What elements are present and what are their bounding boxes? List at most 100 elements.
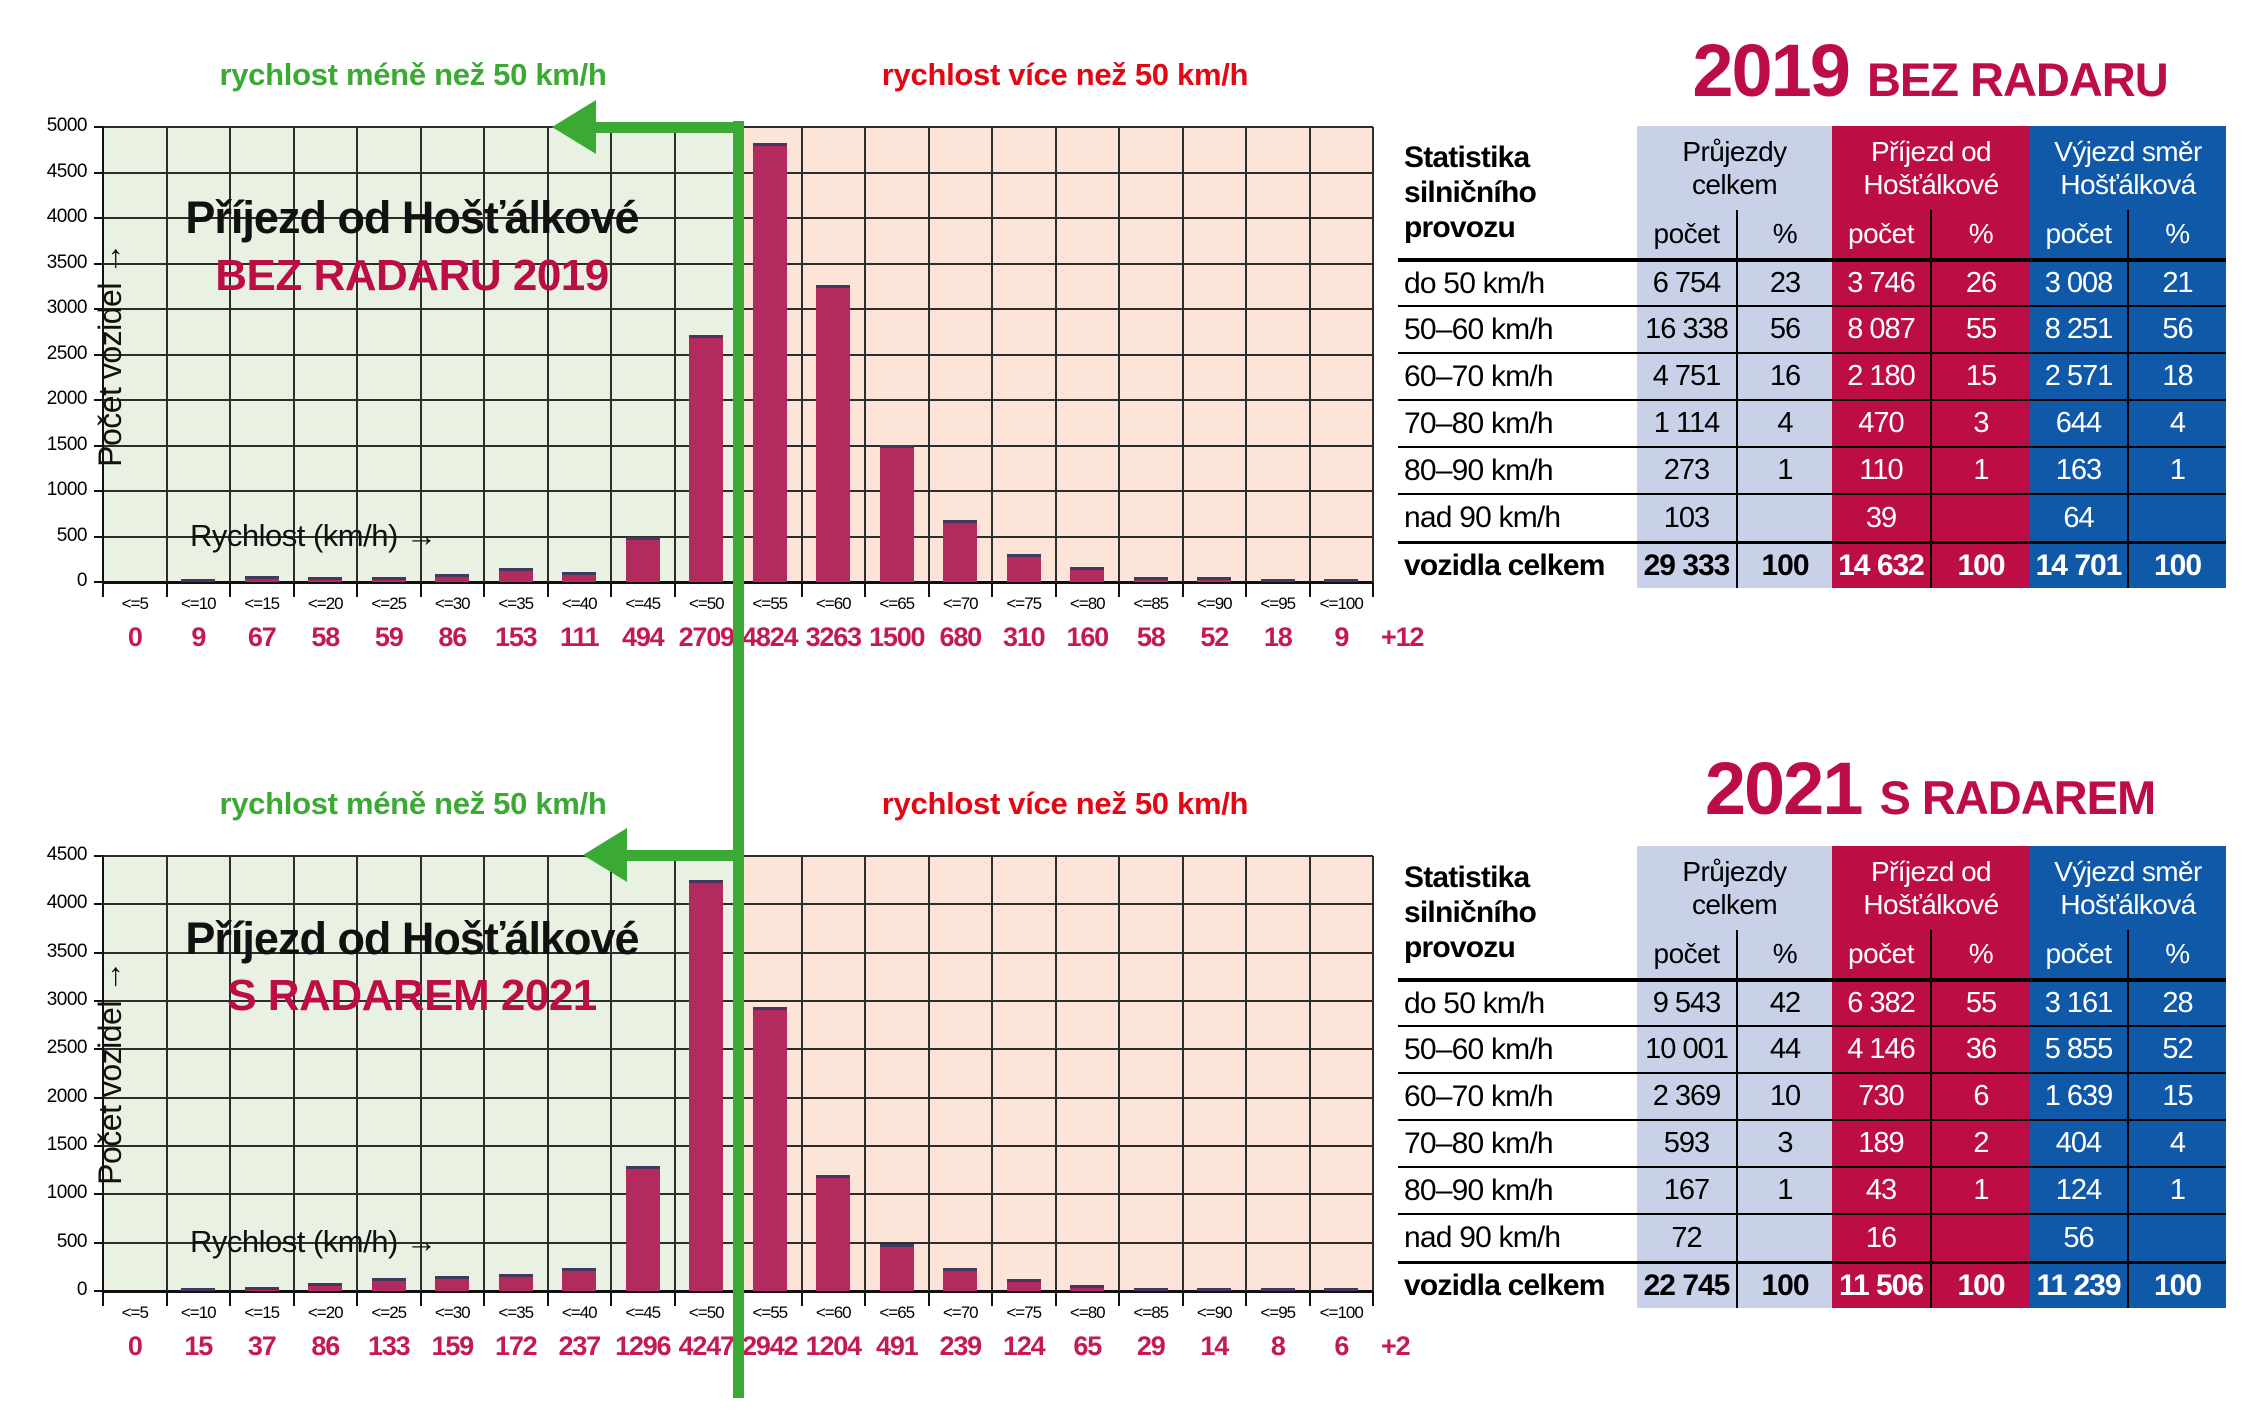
v-gridline — [927, 856, 930, 1291]
x-axis-tick-label: <=75 — [1006, 1303, 1042, 1322]
y-tick — [94, 126, 103, 128]
left-arrow-icon — [583, 828, 627, 882]
left-arrow-icon — [552, 100, 596, 154]
stats-table-2021: Statistika silničního provozu Průjezdy celk… — [1398, 846, 2226, 1308]
bar-value-label: 172 — [495, 1331, 538, 1361]
table-corner-header-line: silničního — [1404, 176, 1537, 209]
v-gridline — [419, 856, 422, 1291]
table2-title: 2021 S RADAREM — [1630, 752, 2230, 826]
subcolumn-header: % — [2127, 930, 2226, 978]
y-axis-tick-label: 0 — [76, 570, 88, 591]
x-tick — [419, 582, 422, 597]
v-gridline — [483, 127, 485, 582]
zone-label-over-50-chart1: rychlost více než 50 km/h — [881, 57, 1249, 92]
bar-value-label: 1204 — [805, 1331, 862, 1361]
y-axis-tick-label: 4000 — [46, 892, 88, 914]
bar-<=45 — [625, 537, 660, 582]
table-corner-header: Statistika silničního provozu — [1398, 126, 1637, 258]
zone-label-over-50-chart2: rychlost více než 50 km/h — [881, 786, 1249, 821]
bar-<=100 — [1324, 579, 1359, 582]
table-corner-header-line: provozu — [1404, 931, 1516, 964]
column-group-header: Výjezd směr Hošťálková — [2030, 846, 2226, 930]
bar-value-label: 4247 — [678, 1331, 735, 1361]
value-cell: 55 — [1930, 305, 2030, 353]
v-gridline — [673, 127, 676, 582]
x-axis-tick-label: <=40 — [561, 1303, 598, 1322]
value-cell: 22 745 — [1637, 1260, 1736, 1308]
v-gridline — [1372, 127, 1374, 582]
y-axis-tick-label: 1500 — [46, 433, 88, 455]
y-tick — [94, 490, 103, 492]
bar-value-label: 4824 — [742, 622, 798, 652]
bar-<=70 — [943, 1268, 978, 1291]
bar-<=60 — [816, 1175, 851, 1291]
value-cell: 44 — [1736, 1025, 1832, 1073]
x-tick — [292, 582, 295, 597]
bar-<=85 — [1133, 577, 1168, 582]
value-cell: 1 — [1736, 446, 1832, 494]
x-axis-tick-label: <=35 — [498, 1303, 534, 1322]
bar-value-label: 18 — [1263, 622, 1293, 652]
row-label: 80–90 km/h — [1398, 1166, 1637, 1214]
x-axis-tick-label: <=10 — [180, 594, 217, 613]
value-cell: 11 239 — [2030, 1260, 2127, 1308]
value-cell: 103 — [1637, 493, 1736, 541]
x-axis-tick-label: <=30 — [434, 1303, 471, 1322]
speed-limit-arrow-line-bottom — [627, 850, 744, 861]
bar-<=70 — [943, 520, 978, 582]
table-corner-header-line: Statistika — [1404, 861, 1530, 894]
bar-<=30 — [435, 574, 470, 582]
value-cell: 1 — [1736, 1166, 1832, 1214]
subcolumn-header: počet — [1832, 210, 1930, 258]
value-cell: 189 — [1832, 1119, 1930, 1167]
value-cell — [2127, 1213, 2226, 1261]
bar-<=90 — [1197, 1288, 1232, 1291]
bar-value-label: 237 — [558, 1331, 602, 1361]
table2-title-label: S RADAREM — [1879, 771, 2157, 824]
bar-<=50 — [689, 880, 724, 1291]
bar-value-label: 111 — [560, 622, 600, 652]
table2-title-year: 2021 — [1704, 747, 1864, 830]
bar-<=25 — [371, 577, 406, 582]
row-label: vozidla celkem — [1398, 1260, 1637, 1308]
bar-value-label: 86 — [311, 1331, 340, 1361]
bar-value-label: 15 — [184, 1331, 213, 1361]
v-gridline — [1118, 856, 1120, 1291]
x-axis-tick-label: <=65 — [879, 594, 915, 613]
bar-<=50 — [689, 335, 724, 582]
value-cell: 3 — [1930, 399, 2030, 447]
bar-value-label: 6 — [1334, 1331, 1349, 1361]
bar-value-label: 59 — [374, 622, 404, 652]
y-tick — [94, 581, 103, 583]
bar-value-label: 8 — [1270, 1331, 1286, 1361]
x-tick — [165, 1291, 168, 1306]
v-gridline — [864, 127, 866, 582]
row-label: nad 90 km/h — [1398, 493, 1637, 541]
y-tick — [94, 1000, 103, 1002]
x-axis-tick-label: <=5 — [121, 594, 149, 613]
v-gridline — [1118, 127, 1120, 582]
bar-<=90 — [1197, 577, 1232, 582]
y-tick — [94, 444, 103, 447]
x-tick — [1118, 582, 1120, 597]
table1-title: 2019 BEZ RADARU — [1630, 34, 2230, 108]
y-axis-tick-label: 2000 — [46, 1085, 88, 1107]
x-axis-tick-label: <=80 — [1069, 1303, 1106, 1322]
value-cell: 3 008 — [2030, 258, 2127, 306]
value-cell: 23 — [1736, 258, 1832, 306]
row-label: 50–60 km/h — [1398, 1025, 1637, 1073]
value-cell: 2 — [1930, 1119, 2030, 1167]
y-axis-tick-label: 0 — [76, 1279, 88, 1300]
row-label: 60–70 km/h — [1398, 1072, 1637, 1120]
value-cell: 1 114 — [1637, 399, 1736, 447]
bar-value-label: 14 — [1200, 1331, 1229, 1361]
bar-<=80 — [1070, 567, 1105, 582]
y-axis-tick-label: 2500 — [46, 342, 88, 364]
x-axis-tick-label: <=40 — [561, 594, 598, 613]
bar-<=85 — [1133, 1288, 1168, 1291]
value-cell: 64 — [2030, 493, 2127, 541]
x-tick — [1181, 582, 1184, 597]
x-tick — [673, 582, 676, 597]
value-cell: 14 701 — [2030, 540, 2127, 588]
y-tick — [94, 171, 103, 174]
